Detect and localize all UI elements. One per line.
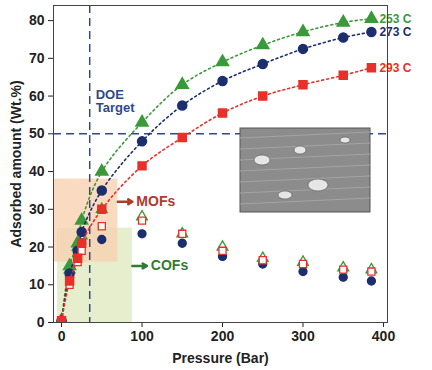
svg-text:300: 300	[291, 328, 315, 344]
svg-text:DOETarget: DOETarget	[96, 87, 135, 115]
svg-text:20: 20	[29, 239, 45, 255]
svg-text:COFs: COFs	[151, 257, 189, 273]
svg-text:MOFs: MOFs	[136, 193, 175, 209]
svg-text:400: 400	[372, 328, 396, 344]
svg-text:293 C: 293 C	[379, 61, 411, 75]
svg-text:30: 30	[29, 201, 45, 217]
svg-text:273 C: 273 C	[379, 25, 411, 39]
svg-text:253 C: 253 C	[379, 12, 411, 26]
svg-text:Pressure (Bar): Pressure (Bar)	[172, 350, 269, 366]
svg-text:0: 0	[37, 314, 45, 330]
svg-text:10: 10	[29, 276, 45, 292]
svg-text:40: 40	[29, 163, 45, 179]
svg-text:100: 100	[130, 328, 154, 344]
svg-text:60: 60	[29, 88, 45, 104]
svg-text:Adsorbed amount (Wt.%): Adsorbed amount (Wt.%)	[8, 80, 24, 247]
svg-text:70: 70	[29, 50, 45, 66]
svg-text:0: 0	[58, 328, 66, 344]
svg-text:200: 200	[211, 328, 235, 344]
svg-text:50: 50	[29, 125, 45, 141]
svg-text:80: 80	[29, 12, 45, 28]
